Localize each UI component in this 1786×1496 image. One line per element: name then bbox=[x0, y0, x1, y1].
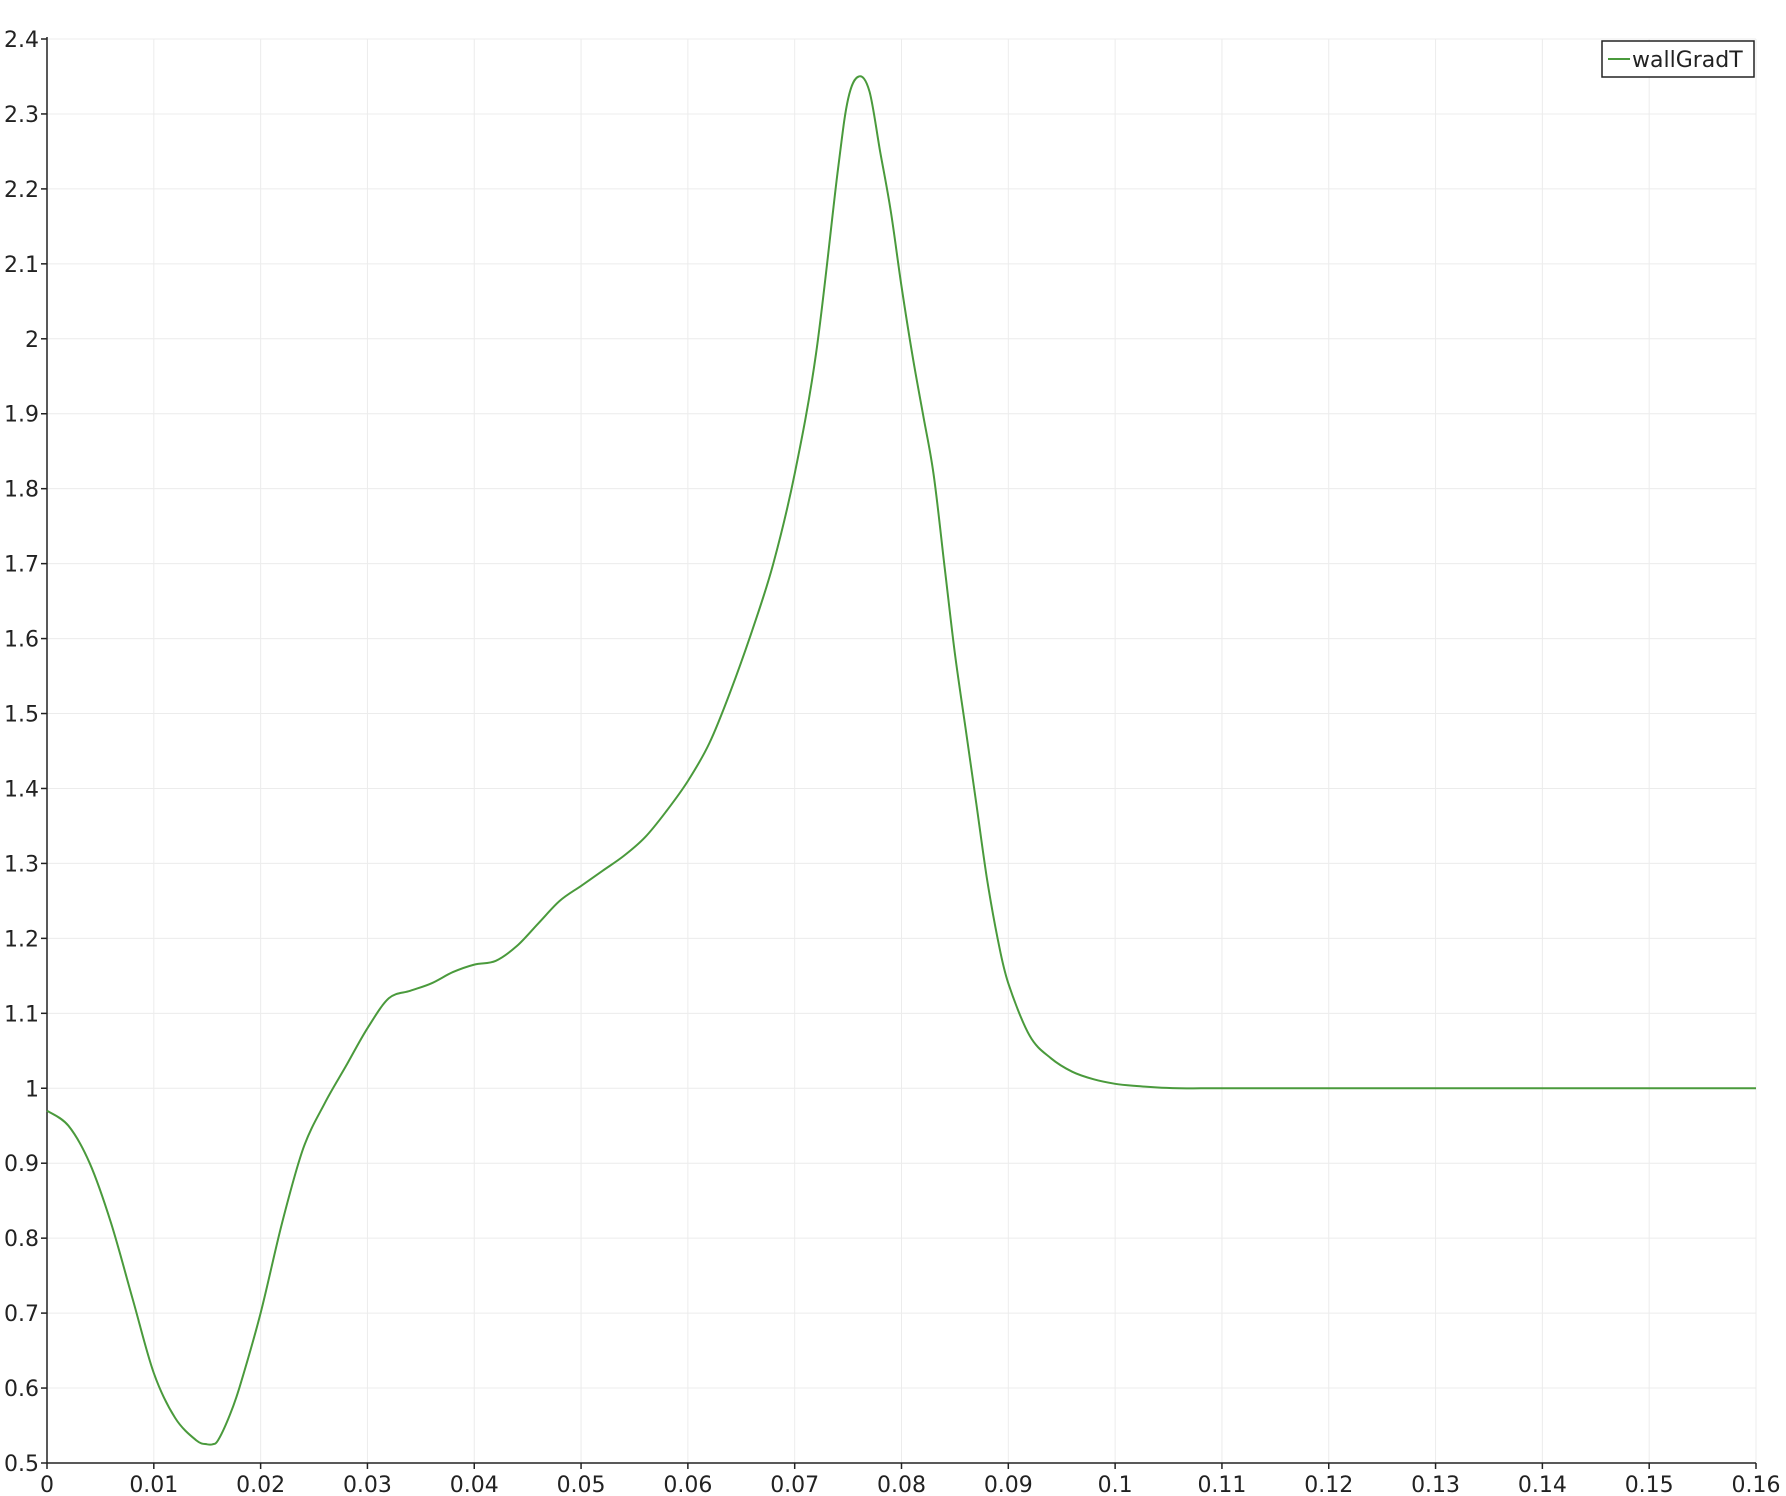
x-tick-label: 0.08 bbox=[877, 1473, 926, 1496]
legend: wallGradT bbox=[1601, 40, 1755, 78]
series-line-wallGradT bbox=[46, 75, 1756, 1446]
y-tick-label: 1.7 bbox=[4, 553, 39, 578]
y-tick-label: 2.2 bbox=[4, 178, 39, 203]
x-tick-label: 0.07 bbox=[770, 1473, 819, 1496]
y-tick-label: 2 bbox=[25, 328, 39, 353]
x-tick-label: 0.14 bbox=[1518, 1473, 1567, 1496]
x-axis-ticks: 0 0.01 0.02 0.03 0.04 0.05 0.06 0.07 0.08 0.09 0.1… bbox=[40, 1463, 1780, 1496]
x-tick-label: 0.06 bbox=[663, 1473, 712, 1496]
y-tick-label: 0.9 bbox=[4, 1152, 39, 1177]
grid bbox=[47, 38, 1757, 1463]
y-axis-ticks: 0.5 0.6 0.7 0.8 0.9 1 1.1 1.2 1.3 1.4 1.5 1.6 1.7 1.8… bbox=[4, 28, 47, 1477]
y-tick-label: 1.6 bbox=[4, 628, 39, 653]
x-tick-label: 0.16 bbox=[1732, 1473, 1781, 1496]
x-tick-label: 0.11 bbox=[1197, 1473, 1246, 1496]
y-tick-label: 1.9 bbox=[4, 403, 39, 428]
x-tick-label: 0.01 bbox=[129, 1473, 178, 1496]
y-tick-label: 0.7 bbox=[4, 1302, 39, 1327]
y-tick-label: 1.2 bbox=[4, 927, 39, 952]
x-tick-label: 0.02 bbox=[236, 1473, 285, 1496]
y-tick-label: 1.3 bbox=[4, 852, 39, 877]
x-tick-label: 0.13 bbox=[1411, 1473, 1460, 1496]
x-tick-label: 0 bbox=[40, 1473, 54, 1496]
y-tick-label: 1.8 bbox=[4, 478, 39, 503]
y-tick-label: 2.4 bbox=[4, 28, 39, 53]
x-tick-label: 0.03 bbox=[343, 1473, 392, 1496]
y-tick-label: 1.4 bbox=[4, 777, 39, 802]
y-tick-label: 0.6 bbox=[4, 1377, 39, 1402]
y-tick-label: 1 bbox=[25, 1077, 39, 1102]
y-tick-label: 0.8 bbox=[4, 1227, 39, 1252]
x-tick-label: 0.09 bbox=[984, 1473, 1033, 1496]
y-tick-label: 1.5 bbox=[4, 703, 39, 728]
y-tick-label: 2.3 bbox=[4, 103, 39, 128]
y-tick-label: 0.5 bbox=[4, 1452, 39, 1477]
x-tick-label: 0.05 bbox=[557, 1473, 606, 1496]
series-layer bbox=[46, 75, 1756, 1446]
x-tick-label: 0.1 bbox=[1098, 1473, 1133, 1496]
x-tick-label: 0.04 bbox=[450, 1473, 499, 1496]
x-tick-label: 0.12 bbox=[1304, 1473, 1353, 1496]
x-tick-label: 0.15 bbox=[1625, 1473, 1674, 1496]
legend-label: wallGradT bbox=[1632, 48, 1743, 73]
y-tick-label: 1.1 bbox=[4, 1002, 39, 1027]
y-tick-label: 2.1 bbox=[4, 253, 39, 278]
